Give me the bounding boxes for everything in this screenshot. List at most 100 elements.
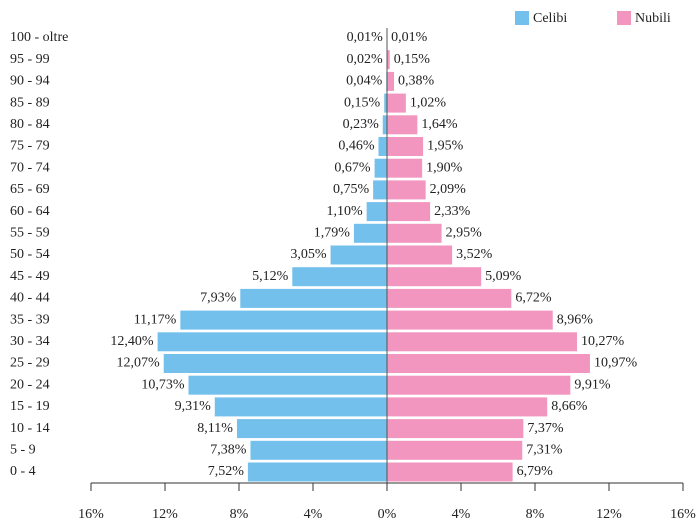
bar	[387, 267, 482, 287]
category-label: 0 - 4	[10, 464, 36, 479]
bar	[378, 137, 387, 156]
bar	[387, 50, 390, 70]
value-label: 8,96%	[557, 312, 594, 327]
value-label: 0,75%	[333, 182, 370, 197]
value-label: 9,91%	[574, 377, 611, 392]
bar	[387, 245, 453, 265]
value-label: 0,46%	[338, 139, 375, 154]
category-label: 5 - 9	[10, 443, 36, 458]
value-label: 8,66%	[551, 399, 588, 414]
value-label: 0,02%	[346, 52, 383, 67]
category-label: 60 - 64	[10, 204, 50, 219]
value-label: 0,04%	[346, 74, 383, 89]
bar	[374, 158, 387, 178]
value-label: 5,12%	[252, 269, 289, 284]
legend-label: Celibi	[533, 11, 567, 26]
x-tick-label: 0%	[378, 507, 397, 522]
legend-swatch	[617, 11, 631, 25]
bar	[387, 202, 431, 222]
value-label: 5,09%	[485, 269, 522, 284]
bar	[387, 440, 523, 460]
x-tick-label: 8%	[230, 507, 249, 522]
value-label: 1,10%	[326, 204, 363, 219]
value-label: 2,95%	[446, 226, 483, 241]
legend-swatch	[515, 11, 529, 25]
category-label: 85 - 89	[10, 95, 50, 110]
value-label: 2,09%	[430, 182, 467, 197]
category-label: 65 - 69	[10, 182, 50, 197]
value-label: 7,38%	[210, 443, 247, 458]
bar	[330, 245, 387, 265]
x-tick-label: 12%	[152, 507, 178, 522]
value-label: 1,02%	[410, 95, 447, 110]
bar	[387, 288, 512, 308]
bar	[387, 332, 577, 352]
value-label: 0,15%	[344, 95, 381, 110]
value-label: 12,40%	[110, 334, 154, 349]
bar	[387, 180, 426, 200]
bar	[353, 223, 387, 243]
bar	[236, 419, 387, 439]
bar	[387, 71, 395, 91]
x-tick-label: 4%	[452, 507, 471, 522]
x-tick-label: 16%	[670, 507, 696, 522]
x-tick-label: 16%	[78, 507, 104, 522]
bar	[387, 419, 524, 439]
bar	[387, 93, 406, 113]
value-label: 12,07%	[117, 356, 161, 371]
bar	[387, 115, 418, 135]
value-label: 3,52%	[456, 247, 493, 262]
value-label: 0,67%	[334, 160, 371, 175]
value-label: 0,01%	[391, 30, 428, 45]
bar	[387, 375, 571, 395]
value-label: 9,31%	[175, 399, 212, 414]
bar	[373, 180, 387, 200]
bar	[387, 310, 553, 330]
value-label: 10,27%	[581, 334, 625, 349]
category-label: 10 - 14	[10, 421, 50, 436]
x-tick-label: 12%	[596, 507, 622, 522]
category-label: 25 - 29	[10, 356, 50, 371]
x-tick-label: 4%	[304, 507, 323, 522]
value-label: 2,33%	[434, 204, 471, 219]
category-label: 90 - 94	[10, 74, 50, 89]
category-label: 50 - 54	[10, 247, 50, 262]
category-label: 20 - 24	[10, 377, 50, 392]
value-label: 0,01%	[347, 30, 384, 45]
category-label: 75 - 79	[10, 139, 50, 154]
legend-label: Nubili	[635, 11, 671, 26]
category-label: 30 - 34	[10, 334, 50, 349]
bar	[292, 267, 387, 287]
value-label: 0,15%	[394, 52, 431, 67]
bar	[382, 115, 387, 135]
value-label: 7,37%	[527, 421, 564, 436]
category-label: 100 - oltre	[10, 30, 68, 45]
bar	[240, 288, 387, 308]
value-label: 6,79%	[517, 464, 554, 479]
value-label: 8,11%	[197, 421, 233, 436]
bar	[384, 93, 387, 113]
category-label: 40 - 44	[10, 291, 50, 306]
value-label: 11,17%	[134, 312, 177, 327]
bar	[163, 354, 387, 373]
bar	[157, 332, 387, 352]
value-label: 7,31%	[526, 443, 563, 458]
bar	[387, 397, 548, 417]
bar	[247, 462, 387, 482]
bar	[188, 375, 387, 395]
category-label: 35 - 39	[10, 312, 50, 327]
bar	[387, 462, 513, 482]
value-label: 1,64%	[421, 117, 458, 132]
value-label: 7,93%	[200, 291, 237, 306]
category-label: 15 - 19	[10, 399, 50, 414]
bar	[180, 310, 387, 330]
bar	[387, 223, 442, 243]
value-label: 10,97%	[594, 356, 638, 371]
value-label: 7,52%	[208, 464, 245, 479]
category-label: 55 - 59	[10, 226, 50, 241]
value-label: 0,38%	[398, 74, 435, 89]
bar	[250, 440, 387, 460]
value-label: 1,79%	[314, 226, 351, 241]
bar	[387, 354, 590, 373]
